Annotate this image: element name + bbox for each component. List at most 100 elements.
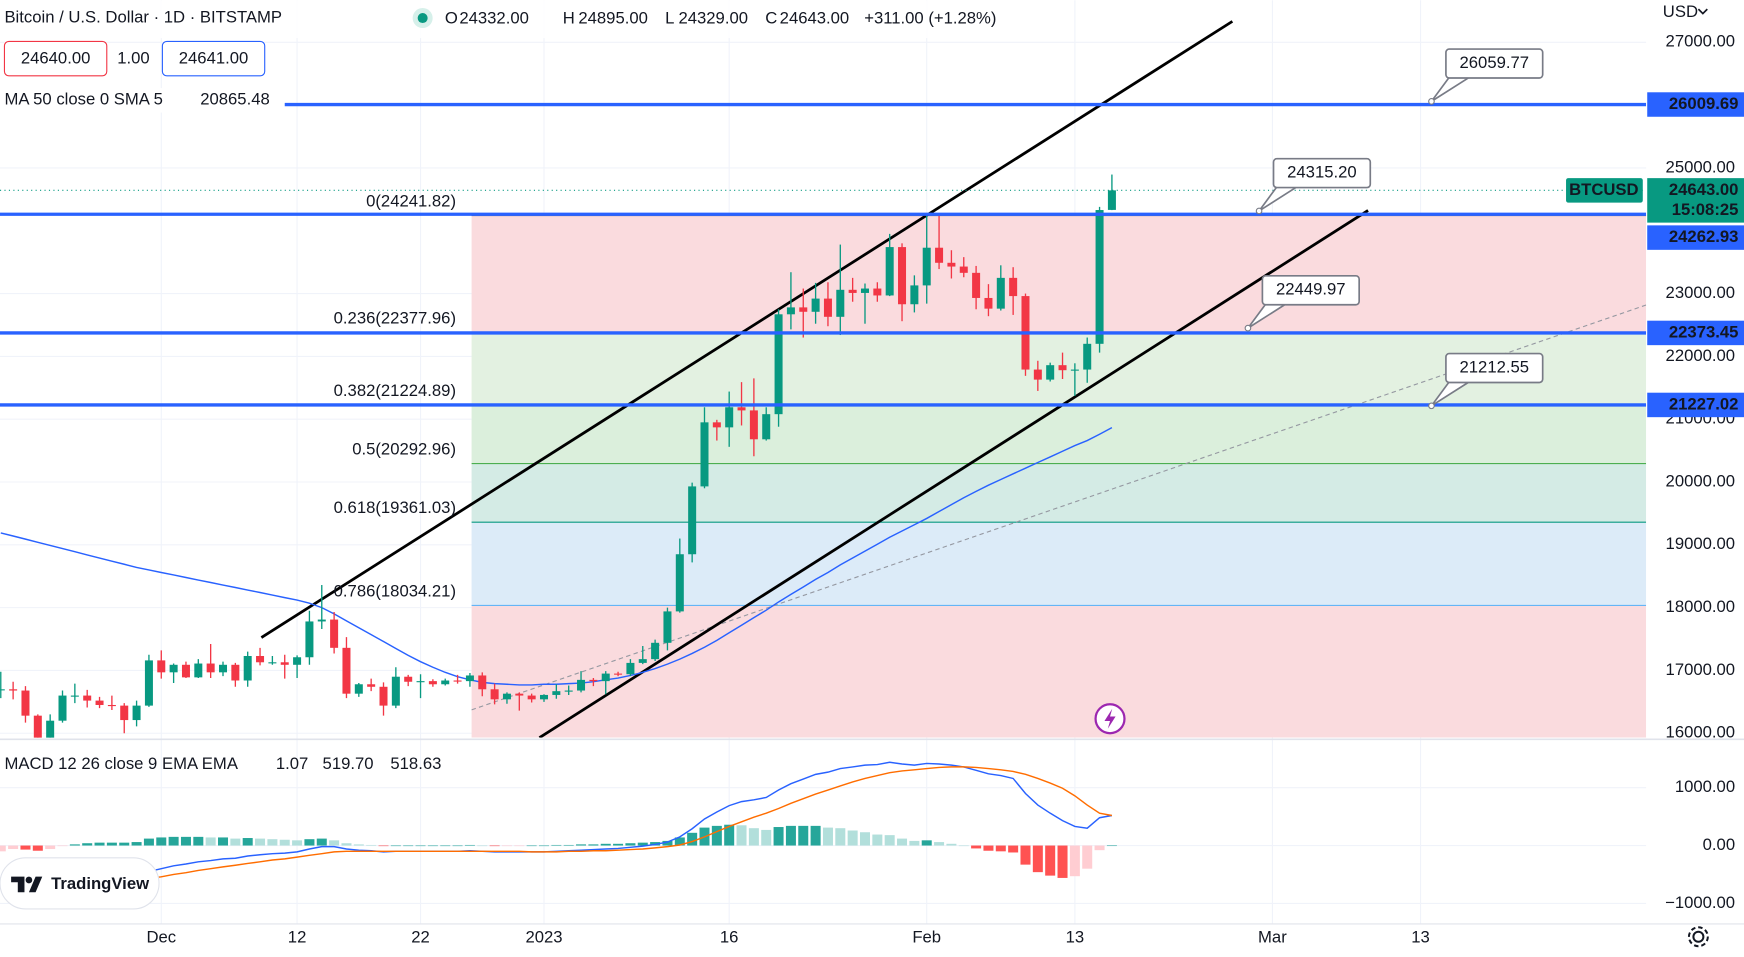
histogram-bar [230, 838, 241, 846]
histogram-bar [131, 842, 142, 846]
callout-label: 21212.55 [1460, 357, 1530, 376]
callout-anchor [1428, 98, 1435, 105]
histogram-bar [57, 845, 68, 847]
y-tick-label: 0.00 [1703, 835, 1735, 854]
candle-body [70, 695, 79, 697]
currency[interactable]: USD [1663, 2, 1698, 21]
price-label: 24643.00 [1669, 180, 1739, 199]
candle-body [564, 690, 573, 692]
candle-body [539, 694, 549, 700]
candle-body [280, 662, 289, 665]
histogram-bar [563, 844, 574, 846]
histogram-bar [403, 845, 414, 847]
fib-label: 0.786(18034.21) [334, 582, 456, 601]
candle-body [46, 720, 55, 738]
candle-body [120, 705, 129, 721]
candle-body [391, 676, 400, 706]
alert-icon[interactable] [1094, 703, 1126, 735]
spread: 1.00 [117, 49, 149, 68]
callout-label: 22449.97 [1276, 280, 1346, 299]
y-tick-label: 16000.00 [1666, 723, 1736, 742]
candle-body [453, 680, 462, 682]
level-label-box [1647, 225, 1744, 250]
candle-body [848, 289, 857, 293]
candle-body [873, 288, 882, 296]
candle-body [107, 704, 116, 707]
histogram-bar [82, 843, 93, 846]
candle-body [1058, 365, 1067, 371]
candle-body [231, 664, 240, 681]
ohlc-value: 24332.00 [459, 9, 529, 28]
signal-line [0, 766, 1113, 886]
fib-zone [471, 522, 1647, 606]
candle-body [21, 690, 30, 716]
histogram-bar [761, 829, 772, 846]
candle-body [83, 695, 92, 701]
histogram-bar [625, 843, 636, 846]
price-label-box [1647, 178, 1744, 223]
logo[interactable] [0, 857, 160, 910]
candle-body [515, 693, 524, 696]
histogram-bar [316, 838, 327, 846]
histogram-bar [995, 845, 1006, 852]
fib-label: 0.5(20292.96) [352, 440, 456, 459]
candle-body [1083, 343, 1092, 370]
settings-icon[interactable] [1687, 926, 1709, 948]
candle-body [552, 691, 561, 695]
ohlc-key: H [563, 9, 575, 28]
histogram-bar [168, 836, 179, 846]
x-tick-label: 16 [720, 927, 739, 946]
candle-body [663, 611, 672, 643]
candle-body [1046, 365, 1055, 380]
header-bg [0, 0, 1024, 39]
candle-body [416, 681, 425, 683]
histogram-bar [1045, 845, 1056, 876]
candle-body [972, 272, 981, 298]
macd-title: MACD 12 26 close 9 EMA EMA [4, 754, 238, 773]
fib-label: 0.618(19361.03) [334, 498, 456, 517]
histogram-bar [94, 842, 105, 846]
callout-anchor [1244, 324, 1252, 332]
histogram-value: 1.07 [276, 754, 308, 773]
histogram-bar [909, 840, 920, 846]
y-tick-label: 18000.00 [1666, 597, 1736, 616]
histogram-bar [8, 845, 19, 850]
candle-body [651, 642, 660, 660]
histogram-bar [341, 843, 352, 846]
candle-body [614, 673, 623, 675]
histogram-bar [292, 840, 303, 846]
ask-box[interactable] [161, 40, 266, 77]
candle-body [169, 664, 178, 673]
candle-body [404, 676, 413, 682]
candle-body [823, 298, 832, 317]
histogram-bar [279, 839, 290, 846]
candle-body [194, 663, 203, 678]
callout-box [1445, 48, 1544, 79]
candle-body [885, 247, 894, 296]
price-plot [0, 20, 1647, 738]
histogram-bar [180, 836, 191, 846]
y-tick-label: 19000.00 [1666, 534, 1736, 553]
x-tick-label: Mar [1258, 927, 1287, 946]
histogram-bar [872, 834, 883, 846]
histogram-bar [218, 837, 229, 846]
histogram-bar [551, 844, 562, 846]
histogram-bar [711, 825, 722, 846]
histogram-bar [983, 845, 994, 851]
fib-zone [471, 215, 1647, 333]
level-label: 21227.02 [1669, 394, 1739, 413]
candle-body [811, 298, 820, 312]
countdown: 15:08:25 [1672, 200, 1739, 219]
candle-body [95, 700, 104, 705]
x-tick-label: 22 [411, 927, 430, 946]
histogram-bar [736, 825, 747, 846]
candle-body [293, 657, 302, 665]
candle-body [428, 681, 437, 685]
histogram-bar [304, 839, 315, 846]
histogram-bar [934, 842, 945, 846]
bid-box[interactable] [3, 40, 108, 77]
ask: 24641.00 [179, 49, 249, 68]
candle-body [589, 679, 598, 682]
